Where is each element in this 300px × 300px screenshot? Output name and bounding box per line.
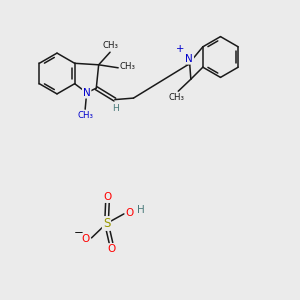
Text: +: + bbox=[176, 44, 184, 54]
Text: N: N bbox=[83, 88, 91, 98]
Text: O: O bbox=[126, 208, 134, 218]
Text: N: N bbox=[185, 54, 193, 64]
Text: CH₃: CH₃ bbox=[120, 62, 136, 71]
Text: CH₃: CH₃ bbox=[169, 93, 185, 102]
Text: CH₃: CH₃ bbox=[103, 41, 119, 50]
Text: H: H bbox=[112, 103, 119, 112]
Text: S: S bbox=[103, 217, 110, 230]
Text: O: O bbox=[107, 244, 116, 254]
Text: −: − bbox=[74, 226, 84, 239]
Text: O: O bbox=[81, 233, 90, 244]
Text: CH₃: CH₃ bbox=[78, 111, 94, 120]
Text: H: H bbox=[136, 205, 144, 215]
Text: O: O bbox=[103, 192, 112, 202]
